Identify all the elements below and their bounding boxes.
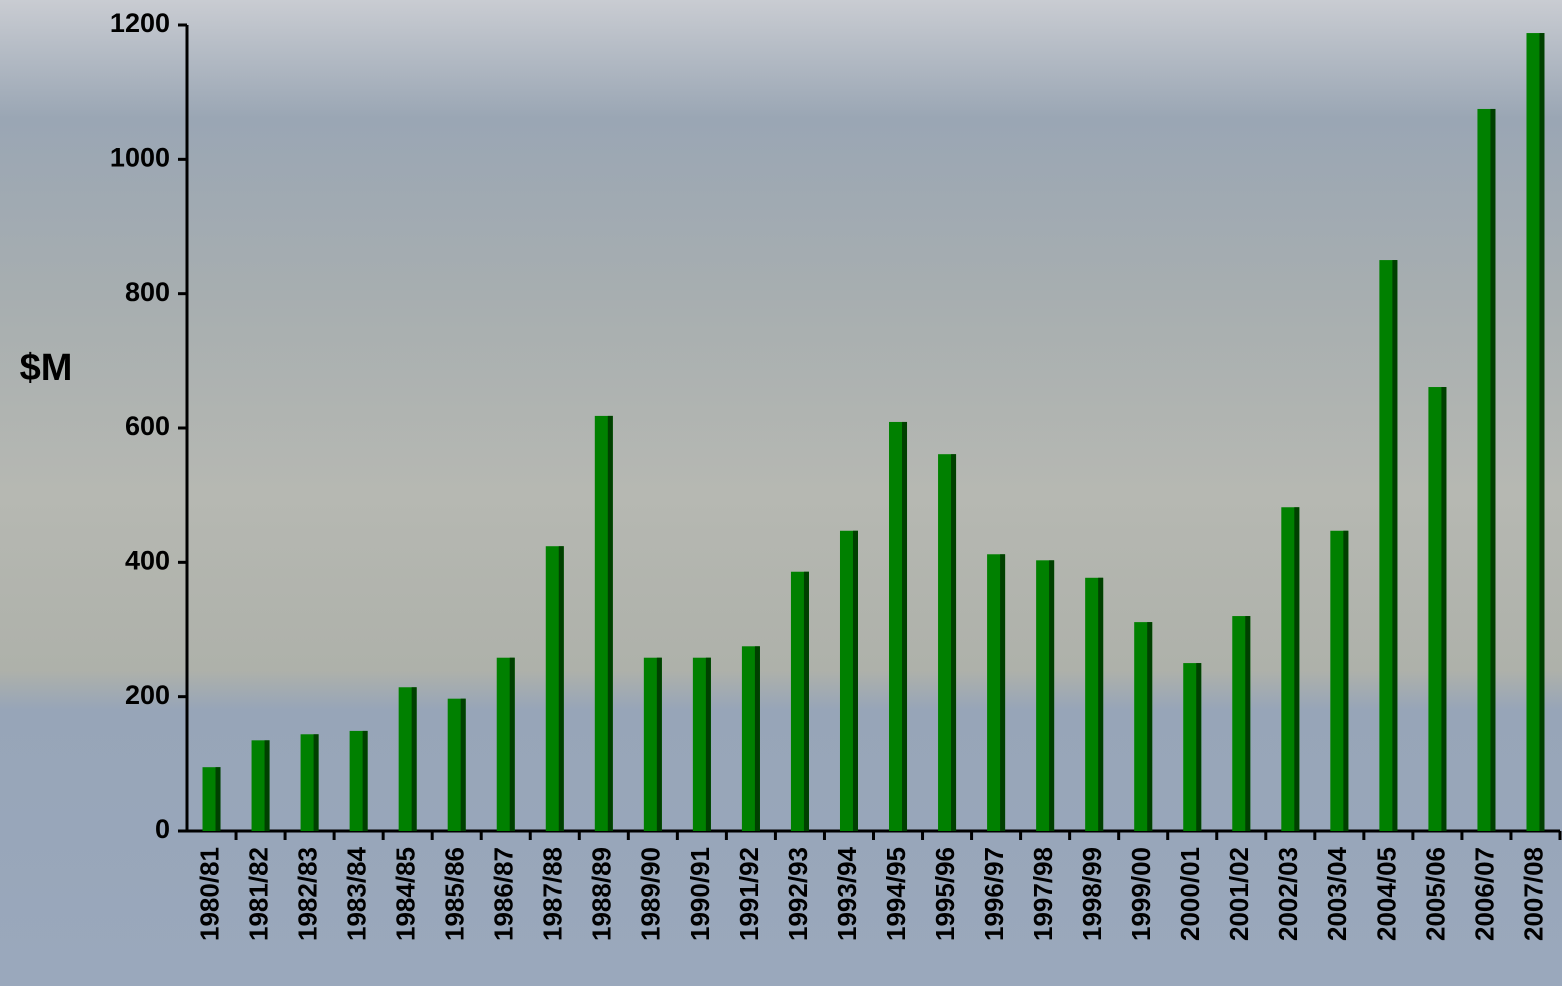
bar — [447, 698, 466, 831]
y-axis-label: $M — [20, 347, 73, 389]
bar — [790, 571, 809, 831]
x-tick-label: 1997/98 — [1028, 847, 1058, 941]
x-tick-label: 1985/86 — [440, 847, 470, 941]
y-tick-label: 600 — [125, 411, 170, 441]
bar — [202, 767, 221, 831]
bar — [1134, 622, 1153, 831]
bar — [251, 740, 270, 831]
x-tick-label: 1993/94 — [832, 846, 862, 941]
bar — [300, 734, 319, 831]
bar — [839, 530, 858, 831]
bar — [1428, 387, 1447, 831]
bar — [692, 657, 711, 831]
x-tick-label: 2007/08 — [1518, 847, 1548, 941]
x-tick-label: 1987/88 — [538, 847, 568, 941]
bar — [938, 454, 957, 831]
bar — [643, 657, 662, 831]
x-tick-label: 1998/99 — [1077, 847, 1107, 941]
x-tick-label: 1981/82 — [243, 847, 273, 941]
bar — [1281, 507, 1300, 831]
bar — [987, 554, 1006, 831]
bar — [741, 646, 760, 831]
bar — [398, 687, 417, 831]
x-tick-label: 1986/87 — [489, 847, 519, 941]
y-tick-label: 800 — [125, 277, 170, 307]
x-tick-label: 1980/81 — [194, 847, 224, 941]
y-tick-label: 0 — [155, 814, 170, 844]
bar — [1232, 616, 1251, 831]
x-tick-label: 1991/92 — [734, 847, 764, 941]
bar — [1036, 560, 1055, 831]
x-tick-label: 2004/05 — [1371, 847, 1401, 941]
x-tick-label: 1983/84 — [342, 846, 372, 941]
x-tick-label: 1990/91 — [685, 847, 715, 941]
bar — [1477, 108, 1496, 832]
x-tick-label: 1999/00 — [1126, 847, 1156, 941]
y-tick-label: 400 — [125, 545, 170, 575]
y-tick-label: 1200 — [110, 8, 170, 38]
x-tick-label: 2005/06 — [1420, 847, 1450, 941]
bar — [1330, 530, 1349, 831]
x-tick-label: 1996/97 — [979, 847, 1009, 941]
x-tick-label: 1989/90 — [636, 847, 666, 941]
x-tick-label: 1984/85 — [391, 847, 421, 941]
y-tick-label: 1000 — [110, 142, 170, 172]
x-tick-label: 2003/04 — [1322, 846, 1352, 941]
bar — [545, 546, 564, 831]
x-tick-label: 2006/07 — [1469, 847, 1499, 941]
bar — [889, 421, 908, 831]
bar — [1526, 33, 1545, 832]
x-tick-label: 2001/02 — [1224, 847, 1254, 941]
y-tick-label: 200 — [125, 680, 170, 710]
bar — [349, 730, 368, 831]
x-tick-label: 1992/93 — [783, 847, 813, 941]
x-tick-label: 1994/95 — [881, 847, 911, 941]
x-tick-label: 1988/89 — [587, 847, 617, 941]
x-tick-label: 1982/83 — [292, 847, 322, 941]
x-tick-label: 2000/01 — [1175, 847, 1205, 941]
bar — [496, 657, 515, 831]
bar — [594, 415, 613, 831]
bar — [1183, 663, 1202, 831]
bar — [1085, 577, 1104, 831]
x-tick-label: 1995/96 — [930, 847, 960, 941]
x-tick-label: 2002/03 — [1273, 847, 1303, 941]
bar — [1379, 260, 1398, 831]
